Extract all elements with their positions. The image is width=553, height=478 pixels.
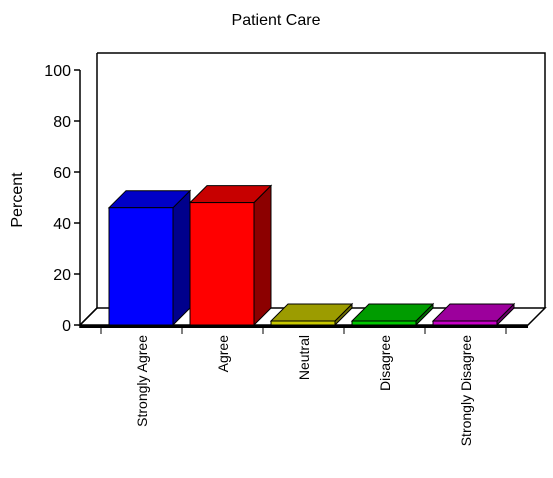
x-category-label: Disagree: [377, 335, 393, 391]
y-tick-label: 20: [53, 267, 71, 284]
bar-front: [432, 320, 498, 326]
bar-front: [270, 320, 336, 326]
bar-side: [172, 189, 191, 327]
x-category-label: Strongly Agree: [134, 335, 150, 427]
bar-front: [351, 320, 417, 326]
y-axis-floor-diagonal: [79, 307, 98, 326]
chart-title: Patient Care: [232, 12, 321, 29]
bar-neutral: [269, 302, 354, 327]
floor-front-edge: [80, 325, 528, 328]
x-category-label: Neutral: [296, 335, 312, 380]
bars: [107, 184, 516, 327]
y-tick-label: 100: [44, 63, 71, 80]
bar-disagree: [350, 302, 435, 327]
y-tick-label: 80: [53, 114, 71, 131]
y-axis-label: Percent: [9, 172, 26, 228]
bar-strongly-agree: [107, 189, 192, 327]
bar-front: [108, 207, 174, 326]
y-axis: 0 20 40 60 80 100: [44, 63, 98, 335]
bar-front: [189, 202, 255, 326]
bar-side: [253, 184, 272, 327]
x-axis-labels: Strongly Agree Agree Neutral Disagree Strong…: [100, 328, 507, 446]
x-category-label: Strongly Disagree: [458, 335, 474, 446]
back-wall-top-right-edge: [97, 52, 546, 308]
y-tick-label: 40: [53, 216, 71, 233]
y-tick-label: 0: [62, 318, 71, 335]
x-category-label: Agree: [215, 335, 231, 373]
bar-strongly-disagree: [431, 302, 516, 327]
bar-agree: [188, 184, 273, 327]
y-tick-label: 60: [53, 165, 71, 182]
